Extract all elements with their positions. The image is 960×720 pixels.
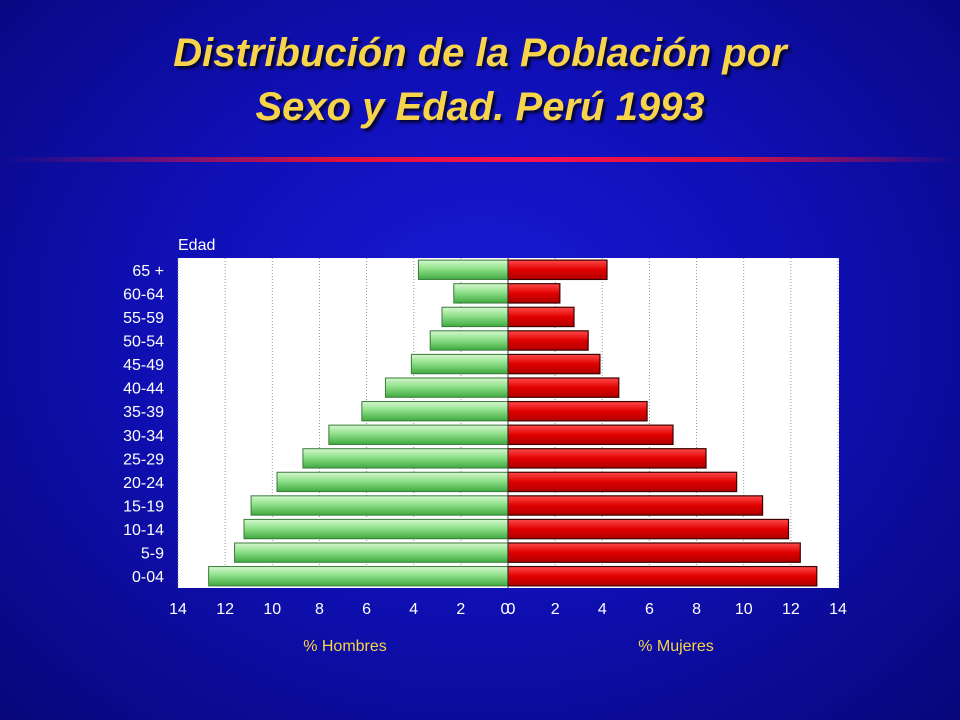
y-tick-label: 65 +	[132, 263, 164, 280]
bar-female	[507, 518, 790, 540]
bar-male	[234, 542, 509, 563]
y-tick-label: 50-54	[123, 334, 164, 351]
y-tick-label: 25-29	[123, 451, 164, 468]
bar-male	[361, 401, 509, 422]
chart-title: Distribución de la Población por Sexo y …	[0, 26, 960, 134]
y-tick-labels: 65 + 60-64 55-59 50-54 45-49 40-44 35-39 30-34 2…	[123, 263, 164, 586]
bar-female	[507, 283, 561, 304]
bar-male	[453, 283, 509, 304]
x-tick-label: 10	[263, 601, 281, 618]
y-tick-label: 45-49	[123, 357, 164, 374]
title-line-1: Distribución de la Población por	[173, 31, 787, 75]
y-tick-label: 40-44	[123, 381, 164, 398]
bar-male	[208, 566, 509, 587]
y-axis-title: Edad	[178, 237, 215, 254]
bar-male	[417, 259, 509, 280]
right-axis-label: % Mujeres	[638, 638, 714, 655]
x-tick-label: 4	[598, 601, 607, 618]
title-line-2: Sexo y Edad. Perú 1993	[255, 85, 705, 129]
bar-female	[507, 259, 608, 281]
y-tick-label: 55-59	[123, 310, 164, 327]
y-tick-label: 15-19	[123, 499, 164, 516]
bar-female	[507, 306, 575, 328]
bar-male	[328, 424, 509, 445]
bar-male	[250, 495, 509, 516]
bar-male	[302, 448, 509, 469]
bar-female	[507, 330, 589, 351]
bar-female	[507, 471, 738, 493]
x-tick-label: 2	[551, 601, 560, 618]
x-tick-label: 14	[829, 601, 847, 618]
x-tick-label: 12	[216, 601, 234, 618]
bars-group	[208, 259, 818, 587]
bar-female	[507, 495, 764, 516]
bar-female	[507, 400, 648, 422]
bar-female	[507, 353, 601, 375]
y-tick-label: 60-64	[123, 286, 164, 303]
bar-male	[276, 471, 509, 493]
bar-female	[507, 565, 818, 587]
x-tick-label: 6	[362, 601, 371, 618]
y-tick-label: 0-04	[132, 569, 164, 586]
x-tick-label: 12	[782, 601, 800, 618]
x-tick-labels: 14 12 10 8 6 4 2 00 2 4 6 8 10 12 14	[169, 601, 847, 618]
y-tick-label: 5-9	[141, 546, 164, 563]
x-tick-label: 0	[507, 601, 516, 618]
x-tick-label: 10	[735, 601, 753, 618]
x-tick-label: 8	[315, 601, 324, 618]
y-tick-label: 10-14	[123, 522, 164, 539]
x-tick-label: 14	[169, 601, 187, 618]
bar-male	[441, 306, 509, 328]
bar-male	[410, 353, 509, 375]
x-tick-label: 4	[409, 601, 418, 618]
title-divider	[0, 157, 960, 162]
left-axis-label: % Hombres	[303, 638, 387, 655]
x-tick-label: 6	[645, 601, 654, 618]
y-tick-label: 30-34	[123, 428, 164, 445]
bar-male	[384, 377, 509, 398]
bar-male	[429, 330, 509, 351]
bar-female	[507, 542, 801, 563]
y-tick-label: 20-24	[123, 475, 164, 492]
bar-female	[507, 448, 707, 469]
bar-female	[507, 377, 620, 398]
x-tick-label: 2	[456, 601, 465, 618]
y-tick-label: 35-39	[123, 404, 164, 421]
x-tick-label: 0	[501, 601, 510, 618]
bar-male	[243, 518, 509, 540]
bar-female	[507, 424, 674, 446]
x-tick-label: 8	[692, 601, 701, 618]
